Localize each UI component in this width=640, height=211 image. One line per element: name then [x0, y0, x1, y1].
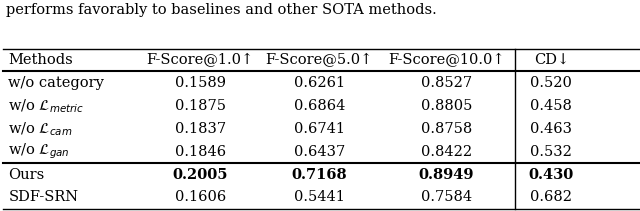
- Text: 0.1846: 0.1846: [175, 145, 226, 159]
- Text: 0.8805: 0.8805: [420, 99, 472, 113]
- Text: Ours: Ours: [8, 168, 45, 181]
- Text: F-Score@10.0↑: F-Score@10.0↑: [388, 53, 505, 67]
- Text: 0.7168: 0.7168: [292, 168, 347, 181]
- Text: w/o $\mathcal{L}_{gan}$: w/o $\mathcal{L}_{gan}$: [8, 142, 70, 161]
- Text: w/o $\mathcal{L}_{cam}$: w/o $\mathcal{L}_{cam}$: [8, 120, 73, 138]
- Text: 0.8949: 0.8949: [419, 168, 474, 181]
- Text: 0.682: 0.682: [531, 191, 572, 204]
- Text: 0.8758: 0.8758: [421, 122, 472, 136]
- Text: 0.8527: 0.8527: [421, 76, 472, 90]
- Text: 0.6741: 0.6741: [294, 122, 345, 136]
- Text: SDF-SRN: SDF-SRN: [8, 191, 79, 204]
- Text: F-Score@5.0↑: F-Score@5.0↑: [266, 53, 373, 67]
- Text: 0.463: 0.463: [531, 122, 572, 136]
- Text: 0.1606: 0.1606: [175, 191, 226, 204]
- Text: 0.532: 0.532: [531, 145, 572, 159]
- Text: 0.6864: 0.6864: [294, 99, 345, 113]
- Text: 0.520: 0.520: [531, 76, 572, 90]
- Text: 0.8422: 0.8422: [421, 145, 472, 159]
- Text: 0.2005: 0.2005: [172, 168, 228, 181]
- Text: 0.5441: 0.5441: [294, 191, 345, 204]
- Text: 0.6437: 0.6437: [294, 145, 345, 159]
- Text: w/o category: w/o category: [8, 76, 104, 90]
- Text: 0.1837: 0.1837: [175, 122, 226, 136]
- Text: 0.1875: 0.1875: [175, 99, 226, 113]
- Text: 0.6261: 0.6261: [294, 76, 345, 90]
- Text: 0.458: 0.458: [531, 99, 572, 113]
- Text: 0.430: 0.430: [529, 168, 574, 181]
- Text: performs favorably to baselines and other SOTA methods.: performs favorably to baselines and othe…: [6, 3, 437, 17]
- Text: CD↓: CD↓: [534, 53, 569, 67]
- Text: 0.1589: 0.1589: [175, 76, 226, 90]
- Text: 0.7584: 0.7584: [421, 191, 472, 204]
- Text: Methods: Methods: [8, 53, 73, 67]
- Text: w/o $\mathcal{L}_{metric}$: w/o $\mathcal{L}_{metric}$: [8, 97, 84, 115]
- Text: F-Score@1.0↑: F-Score@1.0↑: [147, 53, 254, 67]
